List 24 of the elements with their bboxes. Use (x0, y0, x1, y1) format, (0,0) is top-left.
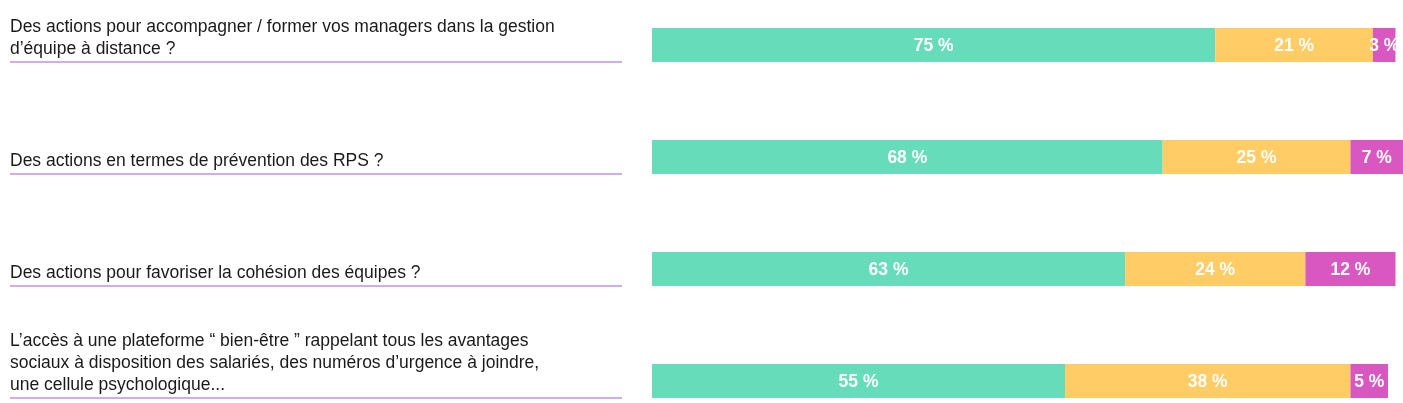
data-label: 24 % (1195, 259, 1236, 280)
bar (1350, 140, 1403, 174)
data-label: 63 % (868, 259, 909, 280)
bar (1065, 364, 1351, 398)
data-label: 68 % (887, 147, 928, 168)
bar (652, 28, 1216, 62)
bar (652, 364, 1066, 398)
bar (652, 140, 1163, 174)
bar (1162, 140, 1351, 174)
data-label: 25 % (1236, 147, 1277, 168)
data-label: 75 % (913, 35, 955, 56)
data-label: 7 % (1361, 147, 1393, 168)
data-label: 38 % (1187, 371, 1229, 392)
y-tick-label: Des actions pour favoriser la cohésion des équipes ? (10, 262, 421, 282)
y-tick-label: Des actions pour accompagner / former vos managers dans la gestion d’équipe à distance ? (10, 16, 555, 58)
bar (652, 252, 1126, 286)
data-label: 55 % (838, 371, 879, 392)
data-label: 12 % (1330, 259, 1371, 280)
bar (1125, 252, 1306, 286)
data-label: 21 % (1274, 35, 1315, 56)
y-tick-label: Des actions en termes de prévention des RPS ? (10, 150, 384, 170)
data-label: 5 % (1354, 371, 1385, 392)
bar (1305, 252, 1396, 286)
y-tick-label: L’accès à une plateforme “ bien-être ” rappelant tous les avantages sociaux à disposition des salariés, des numéros d’urgence à joindre, une cellule psychologique... (10, 330, 540, 394)
